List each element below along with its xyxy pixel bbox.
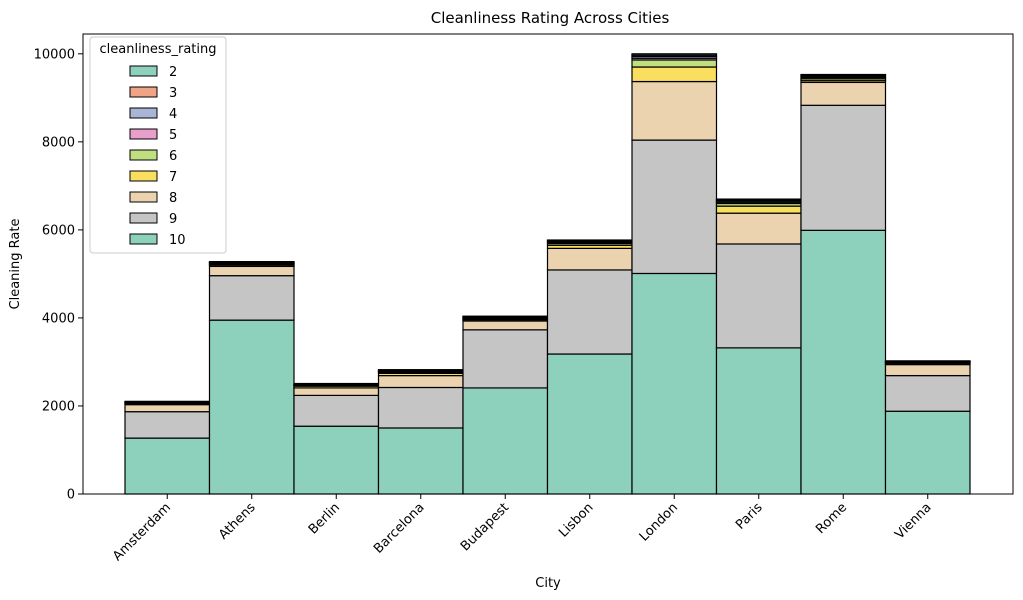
x-tick-label-budapest: Budapest — [458, 500, 512, 554]
bar-athens-rating-2 — [208, 260, 295, 263]
legend-swatch-rating-2 — [129, 65, 158, 77]
bar-budapest-rating-10 — [462, 387, 549, 495]
x-tick-label-rome: Rome — [813, 500, 850, 537]
legend-label-rating-8: 8 — [169, 191, 177, 206]
x-tick-label-paris: Paris — [733, 500, 766, 533]
bar-london-rating-6 — [631, 59, 718, 68]
bar-rome-rating-8 — [800, 81, 887, 106]
bar-budapest-rating-2 — [462, 315, 549, 318]
y-tick-label: 6000 — [42, 223, 75, 238]
legend-frame — [89, 36, 227, 254]
legend-swatch-rating-4 — [129, 107, 158, 119]
legend-label-rating-4: 4 — [169, 107, 177, 122]
y-axis: 0 2000 4000 6000 8000 10000 — [34, 47, 83, 503]
x-tick-label-amsterdam: Amsterdam — [110, 500, 174, 564]
x-tick-label-berlin: Berlin — [306, 500, 343, 537]
x-axis-label: City — [535, 576, 561, 591]
bar-vienna-rating-8 — [884, 363, 971, 377]
bar-athens-rating-9 — [208, 275, 295, 321]
bar-lisbon-rating-9 — [546, 269, 633, 355]
bar-lisbon-rating-8 — [546, 247, 633, 271]
bar-lisbon-rating-2 — [546, 239, 633, 242]
legend-label-rating-3: 3 — [169, 86, 177, 101]
legend-swatch-rating-10 — [129, 233, 158, 245]
bar-paris-rating-2 — [715, 198, 802, 201]
bar-rome-rating-9 — [800, 104, 887, 231]
bar-berlin-rating-8 — [293, 387, 380, 396]
legend-swatch-rating-3 — [129, 86, 158, 98]
bars-group — [124, 53, 971, 495]
legend-label-rating-10: 10 — [169, 233, 186, 248]
legend-label-rating-9: 9 — [169, 212, 177, 227]
bar-paris-rating-9 — [715, 243, 802, 349]
x-tick-label-athens: Athens — [216, 500, 259, 543]
bar-barcelona-rating-9 — [377, 386, 464, 429]
legend-label-rating-2: 2 — [169, 65, 177, 80]
legend-label-rating-7: 7 — [169, 170, 177, 185]
legend-title: cleanliness_rating — [100, 42, 217, 57]
bar-amsterdam-rating-9 — [124, 411, 211, 439]
bar-barcelona-rating-2 — [377, 369, 464, 371]
bar-vienna-rating-10 — [884, 410, 971, 495]
bar-paris-rating-10 — [715, 347, 802, 495]
bar-barcelona-rating-8 — [377, 374, 464, 389]
bar-barcelona-rating-10 — [377, 427, 464, 495]
bar-athens-rating-8 — [208, 265, 295, 277]
x-tick-label-barcelona: Barcelona — [371, 500, 427, 556]
y-tick-label: 4000 — [42, 311, 75, 326]
x-axis: Amsterdam Athens Berlin Barcelona Budapest Li… — [110, 494, 935, 564]
bar-paris-rating-7 — [715, 205, 802, 214]
bar-berlin-rating-10 — [293, 425, 380, 495]
y-tick-label: 10000 — [34, 47, 75, 62]
bar-rome-rating-2 — [800, 73, 887, 76]
bar-berlin-rating-9 — [293, 394, 380, 427]
y-tick-label: 0 — [67, 488, 75, 503]
plot-frame — [82, 33, 1014, 495]
bar-vienna-rating-9 — [884, 374, 971, 412]
legend-swatch-rating-6 — [129, 149, 158, 161]
legend-swatch-rating-9 — [129, 212, 158, 224]
bar-amsterdam-rating-10 — [124, 437, 211, 495]
legend-label-rating-6: 6 — [169, 149, 177, 164]
bar-london-rating-9 — [631, 139, 718, 275]
bar-amsterdam-rating-8 — [124, 404, 211, 413]
bar-london-rating-2 — [631, 53, 718, 56]
y-tick-label: 8000 — [42, 135, 75, 150]
x-tick-label-vienna: Vienna — [892, 500, 934, 542]
chart-title: Cleanliness Rating Across Cities — [431, 9, 670, 27]
bar-paris-rating-8 — [715, 212, 802, 245]
bar-rome-rating-10 — [800, 229, 887, 495]
bar-london-rating-10 — [631, 272, 718, 495]
bar-athens-rating-10 — [208, 319, 295, 495]
bar-london-rating-7 — [631, 66, 718, 83]
x-tick-label-london: London — [637, 500, 681, 544]
bar-budapest-rating-8 — [462, 320, 549, 331]
y-tick-label: 2000 — [42, 399, 75, 414]
legend-label-rating-5: 5 — [169, 128, 177, 143]
legend: cleanliness_rating 2 3 4 5 6 7 8 9 10 — [89, 36, 227, 254]
bar-london-rating-8 — [631, 80, 718, 141]
bar-budapest-rating-9 — [462, 329, 549, 389]
legend-swatch-rating-5 — [129, 128, 158, 140]
y-axis-label: Cleaning Rate — [8, 219, 23, 310]
bar-lisbon-rating-10 — [546, 353, 633, 495]
legend-swatch-rating-8 — [129, 191, 158, 203]
x-tick-label-lisbon: Lisbon — [556, 500, 596, 540]
legend-swatch-rating-7 — [129, 170, 158, 182]
